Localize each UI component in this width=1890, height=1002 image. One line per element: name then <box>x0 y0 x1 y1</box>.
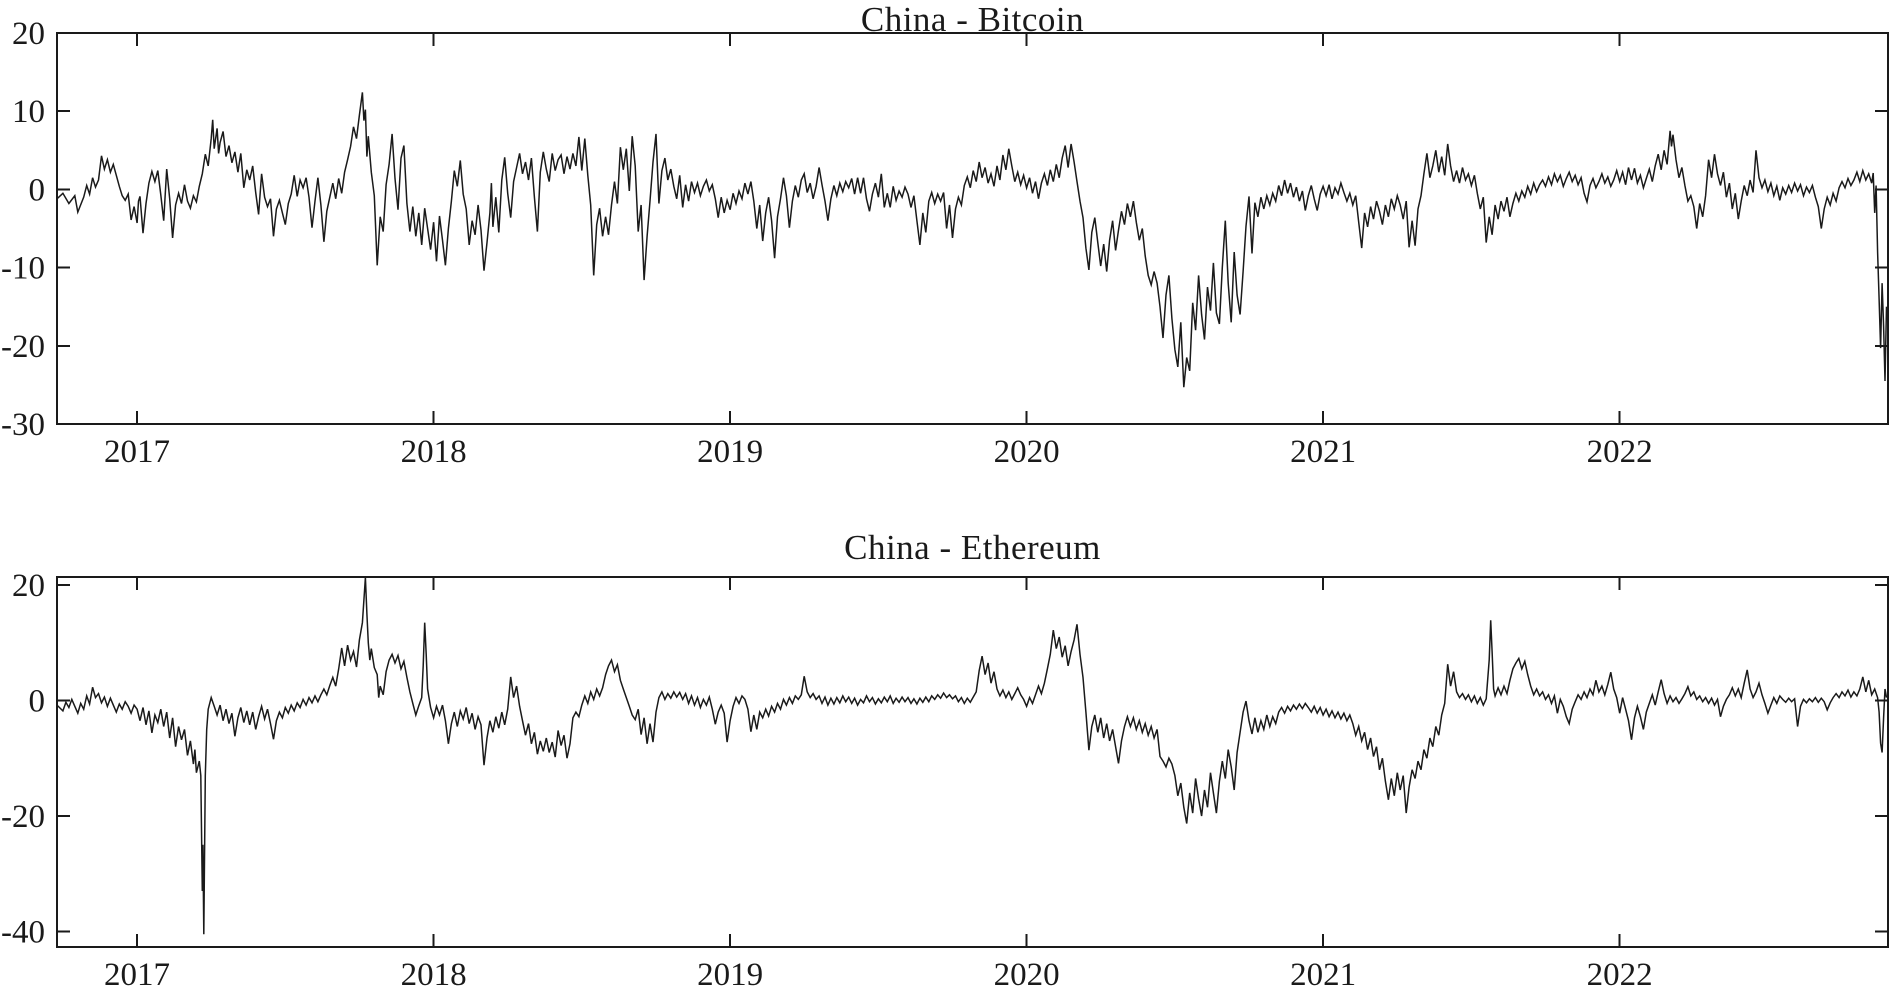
x-tick-label: 2022 <box>1587 957 1653 993</box>
y-tick-label: -20 <box>1 329 45 365</box>
x-tick-label: 2018 <box>401 957 467 993</box>
y-tick-label: 20 <box>12 568 45 604</box>
y-tick-label: 10 <box>12 94 45 130</box>
chart-panel-0: 2017 2018 2019 2020 2021 2022 20 10 0 -10 -20 -30 <box>1 16 1889 470</box>
chart-panel-1: 2017 2018 2019 2020 2021 2022 20 0 -20 -40 <box>1 568 1889 993</box>
x-tick-label: 2020 <box>994 957 1060 993</box>
x-tick-label: 2019 <box>697 434 763 470</box>
x-tick-label: 2020 <box>994 434 1060 470</box>
x-tick-label: 2021 <box>1290 434 1356 470</box>
chart-title-china-ethereum: China - Ethereum <box>844 528 1101 567</box>
y-tick-label: 0 <box>29 172 46 208</box>
x-tick-label: 2021 <box>1290 957 1356 993</box>
y-tick-label: -20 <box>1 799 45 835</box>
x-tick-label: 2019 <box>697 957 763 993</box>
x-tick-label: 2017 <box>104 957 170 993</box>
plot-box <box>56 576 1889 948</box>
y-tick-label: 0 <box>29 684 46 720</box>
series-line-china-ethereum <box>56 577 1888 935</box>
y-tick-label: 20 <box>12 16 45 52</box>
x-tick-label: 2022 <box>1587 434 1653 470</box>
x-tick-label: 2017 <box>104 434 170 470</box>
y-tick-label: -30 <box>1 407 45 443</box>
plot-box <box>56 32 1889 425</box>
x-tick-label: 2018 <box>401 434 467 470</box>
y-tick-label: -10 <box>1 251 45 287</box>
y-tick-label: -40 <box>1 914 45 950</box>
series-line-china-bitcoin <box>56 92 1888 388</box>
